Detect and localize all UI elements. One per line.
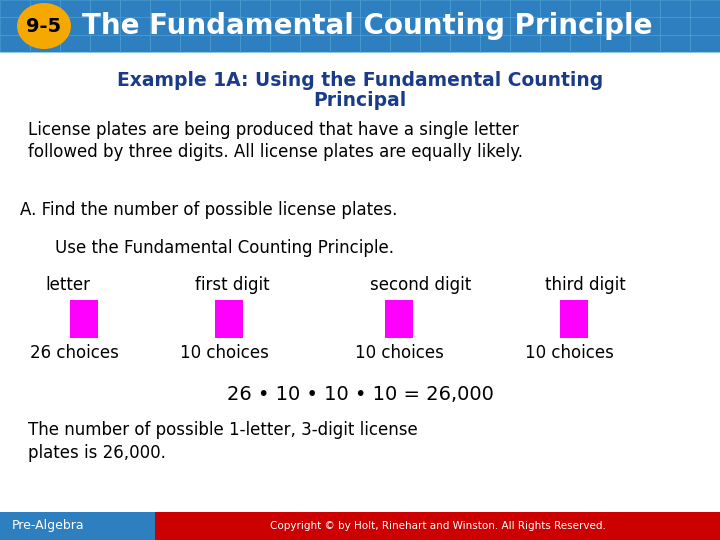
FancyBboxPatch shape <box>0 0 720 52</box>
Text: 26 choices: 26 choices <box>30 344 119 362</box>
Text: first digit: first digit <box>195 276 269 294</box>
Text: 10 choices: 10 choices <box>355 344 444 362</box>
Text: Copyright © by Holt, Rinehart and Winston. All Rights Reserved.: Copyright © by Holt, Rinehart and Winsto… <box>269 521 606 531</box>
Text: third digit: third digit <box>545 276 626 294</box>
FancyBboxPatch shape <box>385 300 413 338</box>
FancyBboxPatch shape <box>215 300 243 338</box>
FancyBboxPatch shape <box>0 512 720 540</box>
FancyBboxPatch shape <box>560 300 588 338</box>
Text: 26 • 10 • 10 • 10 = 26,000: 26 • 10 • 10 • 10 = 26,000 <box>227 386 493 404</box>
Text: A. Find the number of possible license plates.: A. Find the number of possible license p… <box>20 201 397 219</box>
Text: Pre-Algebra: Pre-Algebra <box>12 519 85 532</box>
FancyBboxPatch shape <box>70 300 98 338</box>
Ellipse shape <box>17 3 71 49</box>
Text: letter: letter <box>45 276 90 294</box>
Text: Use the Fundamental Counting Principle.: Use the Fundamental Counting Principle. <box>55 239 394 257</box>
Text: Example 1A: Using the Fundamental Counting: Example 1A: Using the Fundamental Counti… <box>117 71 603 90</box>
Text: Principal: Principal <box>313 91 407 110</box>
FancyBboxPatch shape <box>155 512 720 540</box>
Text: 10 choices: 10 choices <box>525 344 614 362</box>
Text: plates is 26,000.: plates is 26,000. <box>28 444 166 462</box>
Text: 10 choices: 10 choices <box>180 344 269 362</box>
Text: followed by three digits. All license plates are equally likely.: followed by three digits. All license pl… <box>28 143 523 161</box>
Text: second digit: second digit <box>370 276 472 294</box>
Text: License plates are being produced that have a single letter: License plates are being produced that h… <box>28 121 518 139</box>
Text: The Fundamental Counting Principle: The Fundamental Counting Principle <box>82 12 652 40</box>
Text: The number of possible 1-letter, 3-digit license: The number of possible 1-letter, 3-digit… <box>28 421 418 439</box>
Text: 9-5: 9-5 <box>27 17 62 36</box>
